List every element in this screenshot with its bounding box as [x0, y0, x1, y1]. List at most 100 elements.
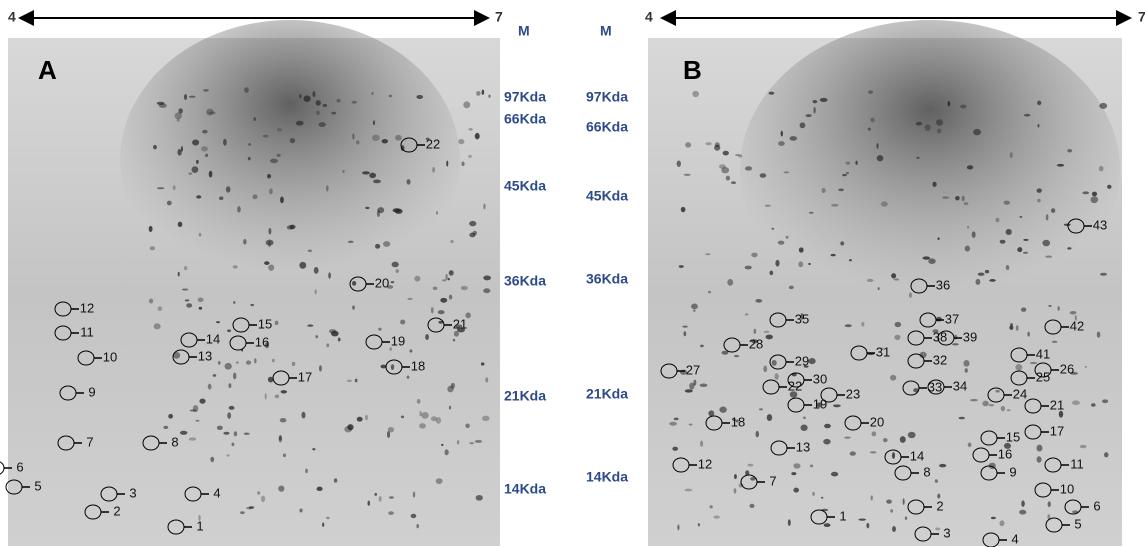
gel-spot	[878, 287, 880, 290]
spot-label: 3	[129, 485, 136, 500]
ph-end: 7	[495, 9, 503, 25]
gel-spot	[407, 376, 410, 379]
gel-spot	[416, 524, 419, 528]
gel-spot	[1085, 366, 1087, 368]
gel-spot	[373, 120, 375, 125]
gel-spot	[374, 493, 377, 496]
gel-spot	[270, 159, 278, 163]
gel-spot	[410, 349, 413, 352]
gel-spot	[870, 451, 877, 453]
gel-spot	[892, 452, 895, 459]
spot-label: 18	[731, 414, 745, 429]
gel-spot	[681, 207, 686, 212]
gel-spot	[233, 373, 236, 380]
gel-spot	[692, 91, 699, 97]
gel-spot	[461, 162, 464, 167]
gel-spot	[893, 278, 899, 280]
gel-spot	[175, 112, 182, 119]
spot-label: 29	[795, 353, 809, 368]
spot-label: 1	[839, 508, 846, 523]
gel-spot	[192, 140, 199, 146]
gel-spot	[304, 95, 311, 102]
ph-end: 7	[1138, 9, 1145, 25]
gel-spot	[1045, 256, 1052, 258]
gel-spot	[937, 237, 939, 240]
gel-spot	[798, 261, 803, 267]
spot-label: 41	[1036, 346, 1050, 361]
gel-spot	[727, 279, 733, 286]
gel-spot	[1067, 149, 1072, 152]
gel-spot	[319, 365, 322, 372]
gel-spot	[821, 497, 823, 499]
gel-spot	[937, 129, 942, 134]
gel-spot	[269, 188, 273, 194]
gel-spot	[764, 331, 770, 333]
gel-spot	[942, 196, 949, 198]
gel-spot	[218, 361, 221, 365]
gel-spot	[778, 241, 785, 245]
gel-spot	[457, 440, 459, 444]
gel-spot	[1007, 409, 1011, 411]
gel-spot	[373, 179, 381, 183]
gel-spot	[365, 415, 368, 421]
marker-label: 21Kda	[504, 388, 546, 404]
gel-spot	[846, 172, 849, 174]
gel-spot	[705, 253, 710, 255]
gel-spot	[441, 444, 444, 446]
gel-spot	[754, 329, 757, 334]
gel-spot	[314, 267, 319, 274]
gel-spot	[846, 162, 851, 165]
panel-label: B	[683, 55, 702, 85]
gel-spot	[449, 295, 452, 300]
gel-spot	[315, 289, 317, 294]
marker-label: 36Kda	[504, 273, 546, 289]
gel-spot	[195, 420, 199, 422]
gel-spot	[202, 130, 208, 134]
gel-spot	[769, 92, 775, 95]
spot-label: 21	[1050, 397, 1064, 412]
gel-spot	[745, 313, 748, 315]
gel-spot	[965, 368, 968, 372]
spot-label: 11	[80, 324, 94, 339]
gel-spot	[745, 166, 752, 170]
gel-spot	[936, 119, 943, 126]
gel-spot	[163, 426, 168, 429]
gel-spot	[1037, 456, 1042, 462]
gel-spot	[803, 417, 806, 420]
gel-spot	[788, 519, 791, 526]
gel-spot	[199, 307, 203, 310]
gel-spot	[935, 527, 940, 530]
gel-spot	[789, 136, 797, 141]
gel-spot	[193, 405, 199, 412]
gel-spot	[442, 279, 446, 281]
gel-spot	[485, 377, 488, 382]
gel-spot	[371, 92, 373, 95]
gel-spot	[389, 95, 392, 98]
gel-spot	[158, 306, 163, 311]
gel-spot	[393, 208, 401, 212]
gel-spot	[198, 297, 204, 302]
gel-spot	[909, 292, 912, 298]
gel-spot	[149, 299, 153, 304]
gel-spot	[383, 241, 390, 247]
gel-spot	[446, 274, 448, 280]
gel-spot	[475, 133, 480, 139]
gel-spot	[248, 143, 251, 146]
gel-spot	[292, 362, 296, 366]
gel-spot	[414, 276, 420, 282]
gel-spot	[272, 359, 275, 363]
gel-spot	[389, 496, 394, 499]
gel-spot	[419, 411, 421, 416]
gel-spot	[691, 304, 698, 310]
gel-spot	[246, 360, 251, 364]
gel-spot	[450, 240, 453, 243]
spot-label: 7	[769, 473, 776, 488]
gel-spot	[968, 443, 972, 448]
gel-spot	[438, 310, 445, 314]
gel-spot	[845, 324, 852, 327]
gel-spot	[199, 233, 202, 237]
gel-spot	[824, 424, 831, 428]
gel-spot	[778, 141, 785, 146]
gel-spot	[432, 167, 435, 173]
gel-spot	[939, 464, 946, 468]
